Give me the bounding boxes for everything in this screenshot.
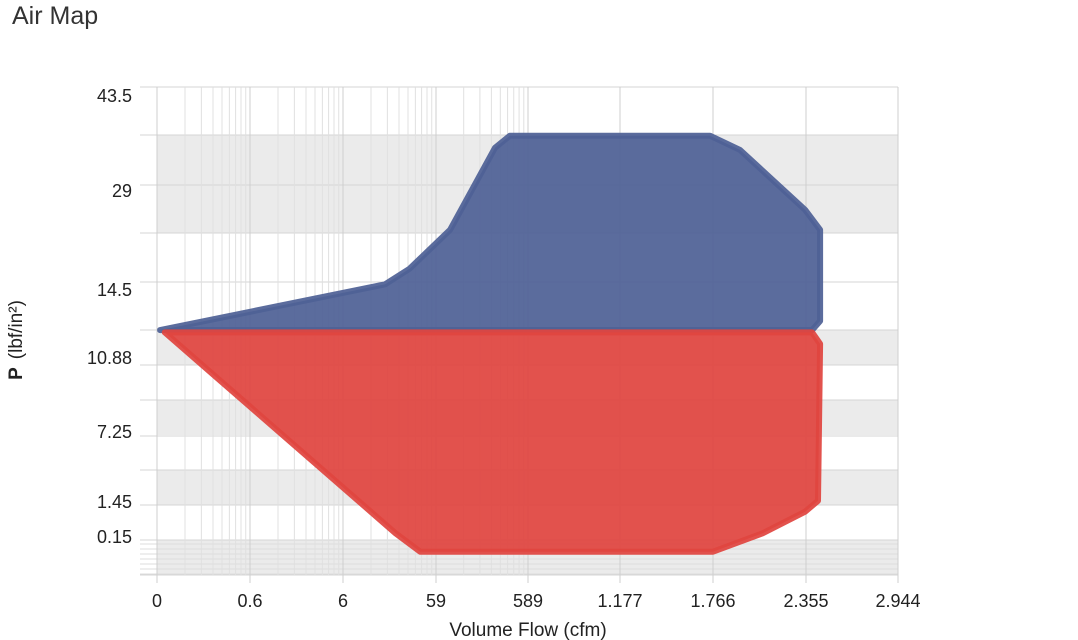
- y-axis-label-symbol: P: [6, 367, 27, 380]
- y-tick-label: 1.45: [97, 492, 132, 512]
- x-tick-label: 2.355: [783, 591, 828, 611]
- x-tick-label: 0.6: [237, 591, 262, 611]
- x-tick-label: 2.944: [875, 591, 920, 611]
- y-tick-label: 43.5: [97, 86, 132, 106]
- x-tick-label: 59: [426, 591, 446, 611]
- blue-area: [157, 132, 824, 334]
- svg-text:P(lbf/in²): P (lbf/in²): [6, 300, 27, 380]
- x-tick-label: 1.177: [597, 591, 642, 611]
- chart-title: Air Map: [12, 2, 99, 30]
- x-tick-label: 589: [513, 591, 543, 611]
- x-tick-label: 6: [338, 591, 348, 611]
- x-axis-label: Volume Flow (cfm): [449, 620, 606, 640]
- y-tick-label: 0.15: [97, 527, 132, 547]
- red-area: [161, 329, 824, 555]
- y-tick-label: 29: [112, 181, 132, 201]
- y-tick-label: 10.88: [87, 348, 132, 368]
- x-tick-label: 1.766: [690, 591, 735, 611]
- y-tick-label: 7.25: [97, 422, 132, 442]
- y-tick-label: 14.5: [97, 280, 132, 300]
- y-axis-label-unit: (lbf/in²): [6, 300, 27, 359]
- x-tick-label: 0: [152, 591, 162, 611]
